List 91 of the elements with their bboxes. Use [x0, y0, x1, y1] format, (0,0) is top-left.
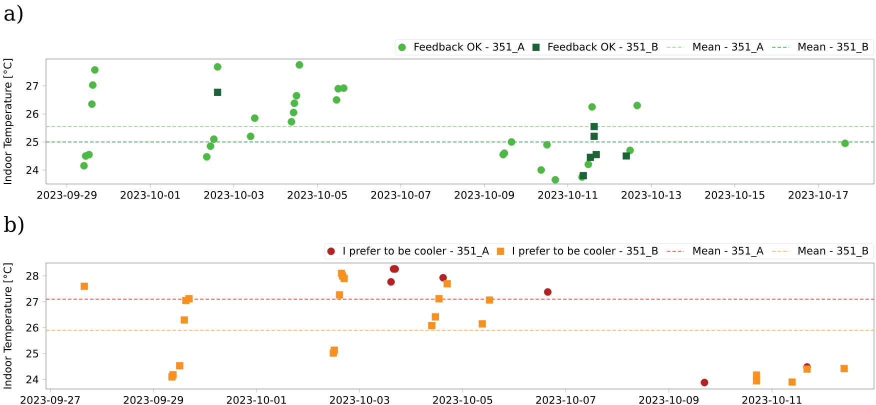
point: [435, 295, 443, 302]
point: [185, 295, 193, 302]
point: [292, 92, 300, 100]
point: [752, 371, 760, 379]
point: [841, 140, 849, 148]
x-tick-label: 2023-09-27: [20, 396, 80, 404]
point: [592, 150, 600, 158]
x-tick-label: 2023-10-11: [538, 191, 598, 199]
chart-title: b): [4, 216, 24, 236]
x-tick-label: 2023-10-13: [622, 191, 681, 199]
x-tick-label: 2023-10-09: [454, 191, 514, 199]
point: [214, 63, 222, 71]
y-tick-label: 24: [26, 166, 38, 174]
point: [250, 114, 259, 122]
legend-label: Mean - 351_B: [798, 42, 868, 53]
chart-title: a): [4, 4, 22, 24]
point: [290, 108, 298, 116]
point: [88, 81, 97, 89]
x-tick-label: 2023-10-01: [226, 396, 286, 404]
point: [85, 150, 93, 158]
point: [478, 320, 486, 328]
point: [387, 278, 395, 286]
point: [544, 288, 552, 296]
point: [588, 103, 596, 111]
point: [290, 99, 298, 108]
point: [202, 153, 211, 161]
point: [552, 176, 560, 184]
x-tick-label: 2023-09-29: [124, 396, 184, 404]
legend-label: Mean - 351_A: [693, 42, 764, 53]
point: [590, 132, 598, 140]
point: [700, 378, 708, 386]
y-tick-label: 27: [26, 82, 38, 90]
legend-label: Mean - 351_B: [798, 246, 868, 257]
point: [210, 135, 218, 143]
point: [633, 102, 641, 110]
point: [508, 138, 516, 146]
x-tick-label: 2023-10-05: [433, 396, 492, 404]
point: [332, 96, 340, 104]
y-axis-title: Indoor Temperature [°C]: [3, 58, 14, 184]
point: [840, 364, 848, 372]
x-tick-label: 2023-10-09: [639, 396, 699, 404]
point: [428, 322, 436, 330]
x-tick-label: 2023-10-03: [204, 191, 264, 199]
point: [444, 280, 451, 288]
legend-label: Mean - 351_A: [693, 246, 764, 257]
point: [214, 88, 222, 96]
legend-label: Feedback OK - 351_B: [548, 42, 658, 54]
x-tick-label: 2023-10-03: [330, 396, 390, 404]
y-tick-label: 25: [26, 138, 38, 146]
point: [486, 296, 494, 304]
point: [626, 146, 634, 154]
point: [176, 362, 184, 370]
x-tick-label: 2023-10-07: [536, 396, 596, 404]
point: [439, 274, 447, 282]
point: [584, 160, 592, 168]
point: [206, 142, 214, 150]
y-tick-label: 26: [26, 324, 38, 332]
legend-label: I prefer to be cooler - 351_B: [512, 246, 658, 258]
point: [330, 346, 338, 354]
point: [80, 162, 88, 170]
point: [80, 282, 88, 290]
point: [336, 291, 344, 298]
x-tick-label: 2023-10-01: [120, 191, 180, 199]
point: [288, 118, 296, 126]
x-tick-label: 2023-10-07: [371, 191, 430, 199]
x-tick-label: 2023-10-05: [288, 191, 347, 199]
y-tick-label: 28: [26, 272, 38, 280]
point: [246, 132, 254, 140]
x-tick-label: 2023-09-29: [37, 191, 97, 199]
y-tick-label: 25: [26, 350, 38, 358]
point: [88, 100, 96, 108]
point: [91, 66, 99, 74]
point: [340, 84, 348, 92]
x-tick-label: 2023-10-11: [742, 396, 802, 404]
x-tick-label: 2023-10-15: [705, 191, 764, 199]
point: [543, 140, 551, 149]
legend-label: I prefer to be cooler - 351_A: [344, 246, 490, 258]
point: [432, 313, 439, 320]
y-tick-label: 26: [26, 110, 38, 118]
point: [622, 152, 630, 160]
point: [537, 166, 545, 174]
point: [296, 61, 304, 69]
legend-label: Feedback OK - 351_A: [414, 42, 525, 54]
point: [180, 316, 188, 324]
point: [590, 122, 598, 130]
x-tick-label: 2023-10-17: [788, 191, 848, 199]
y-tick-label: 24: [26, 376, 38, 384]
y-tick-label: 27: [26, 298, 38, 306]
point: [340, 274, 348, 282]
point: [788, 378, 796, 386]
y-axis-title: Indoor Temperature [°C]: [3, 263, 14, 389]
